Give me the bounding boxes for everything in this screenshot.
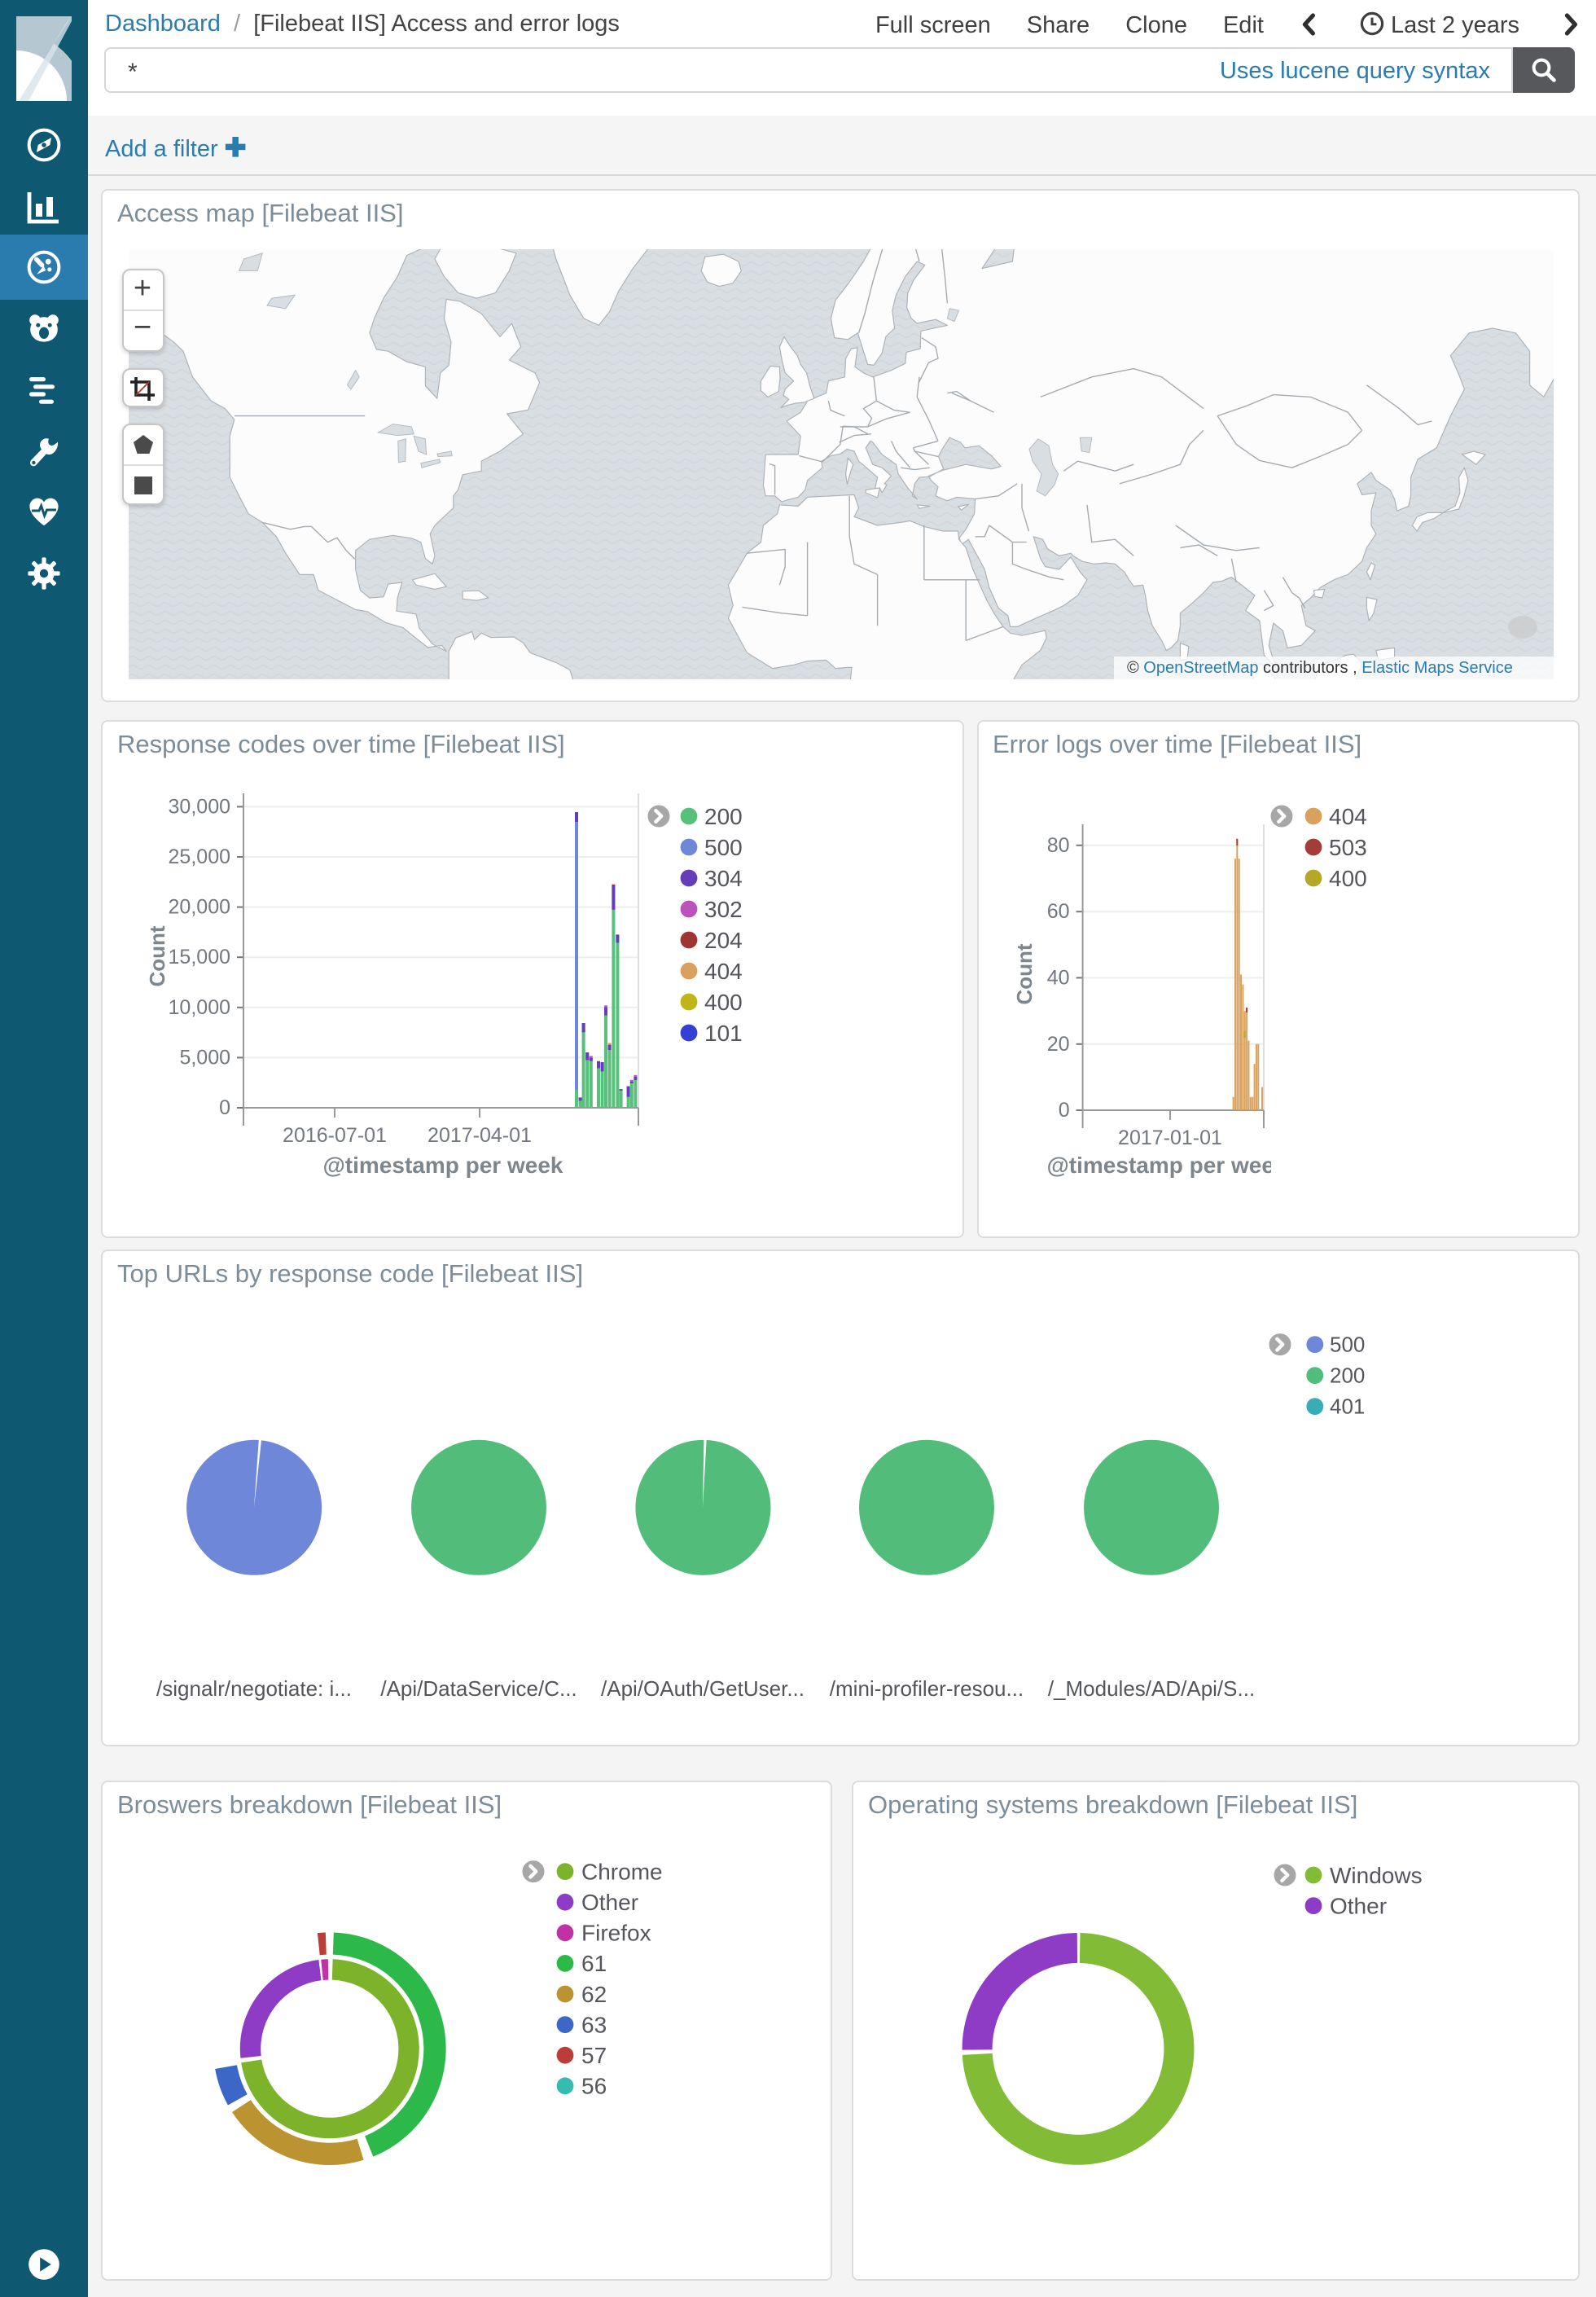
- svg-text:60: 60: [1046, 900, 1069, 923]
- svg-text:5,000: 5,000: [179, 1046, 230, 1069]
- svg-text:2017-04-01: 2017-04-01: [428, 1124, 532, 1147]
- svg-text:500: 500: [704, 835, 743, 860]
- svg-text:101: 101: [704, 1021, 743, 1046]
- svg-text:© OpenStreetMap contributors ,: © OpenStreetMap contributors , Elastic M…: [1126, 658, 1512, 676]
- svg-text:Chrome: Chrome: [581, 1859, 663, 1884]
- svg-text:204: 204: [704, 928, 743, 953]
- svg-text:80: 80: [1046, 834, 1069, 857]
- svg-text:500: 500: [1330, 1332, 1365, 1356]
- svg-text:Count: Count: [145, 925, 169, 986]
- svg-text:56: 56: [581, 2074, 607, 2099]
- svg-text:503: 503: [1328, 835, 1366, 860]
- svg-text:0: 0: [219, 1096, 230, 1119]
- svg-text:400: 400: [704, 990, 743, 1015]
- svg-text:20,000: 20,000: [169, 896, 230, 919]
- svg-text:10,000: 10,000: [169, 996, 230, 1019]
- svg-text:400: 400: [1328, 866, 1366, 891]
- svg-text:404: 404: [704, 959, 743, 984]
- svg-text:30,000: 30,000: [169, 795, 230, 818]
- svg-text:200: 200: [704, 804, 743, 829]
- svg-text:63: 63: [581, 2012, 607, 2037]
- svg-text:/Api/DataService/C...: /Api/DataService/C...: [380, 1676, 577, 1700]
- svg-text:304: 304: [704, 866, 743, 891]
- svg-text:2016-07-01: 2016-07-01: [283, 1124, 387, 1147]
- svg-text:/mini-profiler-resou...: /mini-profiler-resou...: [830, 1676, 1024, 1700]
- svg-text:15,000: 15,000: [169, 946, 230, 968]
- svg-text:/signalr/negotiate: i...: /signalr/negotiate: i...: [156, 1676, 352, 1700]
- svg-text:0: 0: [1058, 1099, 1069, 1122]
- svg-text:302: 302: [704, 897, 743, 922]
- svg-text:62: 62: [581, 1982, 607, 2007]
- svg-text:/_Modules/AD/Api/S...: /_Modules/AD/Api/S...: [1048, 1676, 1255, 1700]
- svg-text:200: 200: [1330, 1363, 1365, 1387]
- svg-text:2017-01-01: 2017-01-01: [1117, 1127, 1221, 1149]
- svg-text:Firefox: Firefox: [581, 1921, 651, 1946]
- svg-text:20: 20: [1046, 1033, 1069, 1056]
- svg-text:57: 57: [581, 2043, 607, 2068]
- svg-text:40: 40: [1046, 966, 1069, 989]
- svg-text:25,000: 25,000: [169, 845, 230, 868]
- svg-text:/Api/OAuth/GetUser...: /Api/OAuth/GetUser...: [601, 1676, 805, 1700]
- svg-text:61: 61: [581, 1951, 607, 1976]
- svg-text:401: 401: [1330, 1394, 1365, 1418]
- svg-text:404: 404: [1328, 804, 1366, 829]
- svg-text:@timestamp per week: @timestamp per week: [323, 1153, 563, 1178]
- svg-text:Other: Other: [581, 1890, 638, 1915]
- svg-text:Count: Count: [1011, 943, 1036, 1004]
- svg-text:Windows: Windows: [1330, 1863, 1423, 1888]
- svg-text:Other: Other: [1330, 1893, 1387, 1918]
- svg-text:@timestamp per week: @timestamp per week: [1046, 1153, 1287, 1178]
